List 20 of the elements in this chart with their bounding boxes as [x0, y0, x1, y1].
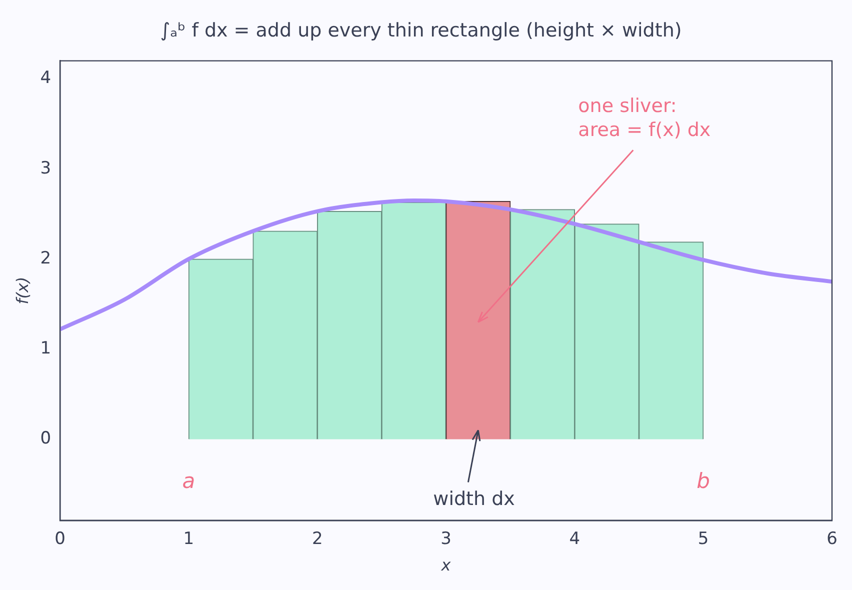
x-tick-label: 0	[54, 529, 66, 550]
x-tick-label: 4	[569, 529, 580, 550]
annotation: one sliver: area = f(x) dx	[578, 95, 711, 142]
x-tick-label: 6	[826, 529, 838, 550]
y-axis-title: f(x)	[12, 276, 32, 304]
chart-title: ∫ₐᵇ f dx = add up every thin rectangle (height × width)	[160, 19, 682, 42]
x-tick-label: 1	[183, 529, 194, 550]
y-tick-label: 3	[40, 158, 52, 178]
line-series	[60, 198, 832, 332]
x-axis-title: x	[440, 556, 452, 575]
x-tick-label: 5	[698, 529, 709, 550]
y-tick-label: 2	[40, 248, 52, 268]
y-tick-label: 0	[40, 428, 52, 449]
y-tick-label: 4	[40, 68, 52, 88]
annotation: width dx	[433, 488, 515, 510]
x-tick-label: 2	[312, 529, 323, 550]
annotation: b	[696, 469, 710, 494]
annotation: a	[182, 469, 196, 494]
x-tick-label: 3	[440, 529, 452, 550]
y-tick-label: 1	[40, 338, 52, 359]
